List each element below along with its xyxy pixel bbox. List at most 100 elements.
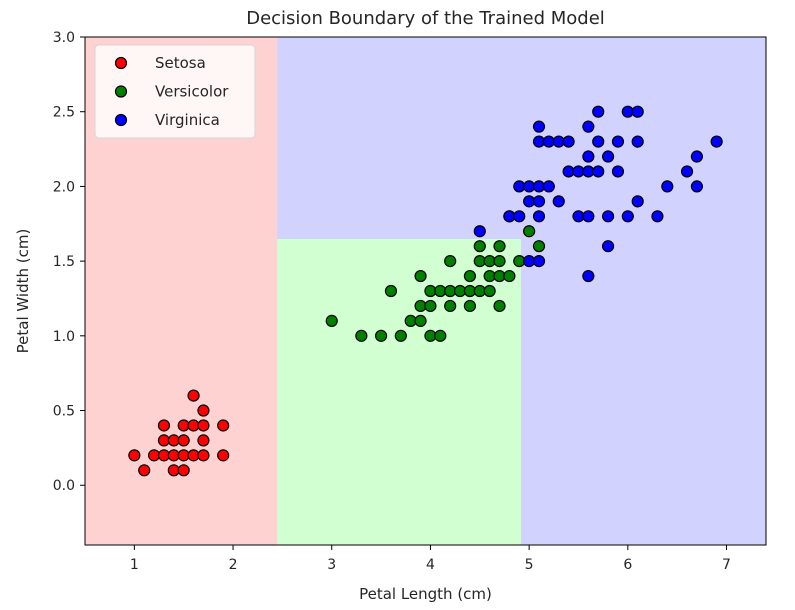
decision-region-virginica-4	[520, 238, 767, 546]
data-point-setosa	[197, 449, 210, 462]
data-point-versicolor	[523, 225, 536, 238]
data-points	[128, 105, 723, 477]
data-point-setosa	[138, 464, 151, 477]
data-point-virginica	[592, 135, 605, 148]
data-point-virginica	[680, 165, 694, 178]
data-point-versicolor	[493, 299, 506, 313]
legend-label: Virginica	[155, 111, 220, 129]
x-tick-label: 3	[327, 557, 336, 573]
y-tick-label: 0.0	[53, 478, 75, 494]
data-point-virginica	[631, 135, 644, 148]
data-point-versicolor	[503, 269, 516, 283]
series-setosa	[128, 389, 230, 477]
data-point-versicolor	[325, 314, 338, 327]
x-tick-label: 5	[525, 557, 534, 573]
data-point-versicolor	[414, 314, 427, 327]
legend-marker	[114, 113, 128, 127]
data-point-virginica	[542, 180, 555, 193]
data-point-virginica	[621, 210, 634, 223]
data-point-setosa	[177, 464, 190, 477]
x-tick-label: 2	[229, 557, 238, 573]
axis-ticks: 1 2 3 4 5 6 7 0.0 0.5 1.0 1.5 2.0 2.5 3.0	[53, 30, 731, 573]
legend-marker	[114, 85, 128, 98]
data-point-virginica	[582, 210, 595, 223]
chart-title: Decision Boundary of the Trained Model	[246, 8, 605, 29]
data-point-virginica	[710, 135, 723, 148]
data-point-versicolor	[434, 329, 447, 342]
legend-marker	[114, 56, 128, 70]
data-point-versicolor	[463, 299, 477, 313]
data-point-setosa	[217, 449, 230, 462]
data-point-virginica	[592, 105, 605, 118]
y-tick-label: 1.0	[53, 329, 75, 345]
data-point-virginica	[582, 150, 595, 163]
x-axis-label: Petal Length (cm)	[359, 585, 492, 603]
data-point-versicolor	[473, 240, 486, 253]
data-point-versicolor	[424, 299, 437, 313]
data-point-virginica	[532, 255, 546, 268]
data-point-versicolor	[493, 240, 506, 253]
x-tick-label: 1	[130, 557, 139, 573]
data-point-versicolor	[414, 269, 427, 283]
data-point-virginica	[611, 135, 625, 148]
series-virginica	[473, 105, 723, 283]
data-point-versicolor	[394, 329, 407, 342]
legend-label: Setosa	[155, 54, 206, 72]
data-point-virginica	[513, 210, 526, 223]
data-point-versicolor	[493, 255, 506, 268]
data-point-setosa	[197, 419, 210, 432]
y-axis-label: Petal Width (cm)	[14, 229, 32, 354]
data-point-virginica	[582, 269, 595, 283]
data-point-versicolor	[463, 269, 477, 283]
legend-label: Versicolor	[155, 83, 229, 101]
legend: Setosa Versicolor Virginica	[94, 44, 256, 139]
data-point-versicolor	[483, 284, 496, 298]
data-point-virginica	[631, 195, 644, 208]
data-point-versicolor	[374, 329, 388, 342]
data-point-setosa	[157, 419, 171, 432]
x-tick-label: 6	[623, 557, 632, 573]
plot-frame	[84, 36, 767, 546]
data-point-versicolor	[355, 329, 368, 342]
y-tick-label: 0.5	[53, 404, 75, 420]
data-point-versicolor	[532, 240, 546, 253]
data-point-virginica	[562, 135, 575, 148]
y-tick-label: 3.0	[53, 30, 75, 46]
data-point-versicolor	[444, 255, 457, 268]
data-point-virginica	[601, 240, 615, 253]
data-point-virginica	[552, 195, 565, 208]
legend-box	[94, 44, 256, 139]
data-point-virginica	[532, 120, 546, 133]
data-point-virginica	[651, 210, 664, 223]
data-point-virginica	[473, 225, 486, 238]
data-point-virginica	[601, 150, 615, 163]
data-point-virginica	[690, 180, 704, 193]
data-point-setosa	[217, 419, 230, 432]
data-point-virginica	[631, 105, 644, 118]
data-point-setosa	[197, 434, 210, 447]
decision-region-versicolor-1	[277, 238, 522, 546]
data-point-setosa	[197, 404, 210, 417]
data-point-virginica	[582, 120, 595, 133]
data-point-virginica	[690, 150, 704, 163]
data-point-versicolor	[444, 299, 457, 313]
x-tick-label: 4	[426, 557, 435, 573]
data-point-virginica	[661, 180, 674, 193]
data-point-setosa	[128, 449, 141, 462]
y-tick-label: 1.5	[53, 254, 75, 270]
data-point-virginica	[532, 195, 546, 208]
decision-region-virginica-3	[277, 36, 767, 240]
data-point-setosa	[177, 434, 190, 447]
data-point-virginica	[592, 165, 605, 178]
y-tick-label: 2.5	[53, 105, 75, 121]
data-point-virginica	[601, 210, 615, 223]
x-tick-label: 7	[722, 557, 731, 573]
data-point-versicolor	[384, 284, 398, 298]
y-tick-label: 2.0	[53, 179, 75, 195]
data-point-virginica	[611, 165, 625, 178]
data-point-virginica	[532, 210, 546, 223]
data-point-setosa	[187, 389, 200, 402]
series-versicolor	[325, 210, 546, 342]
